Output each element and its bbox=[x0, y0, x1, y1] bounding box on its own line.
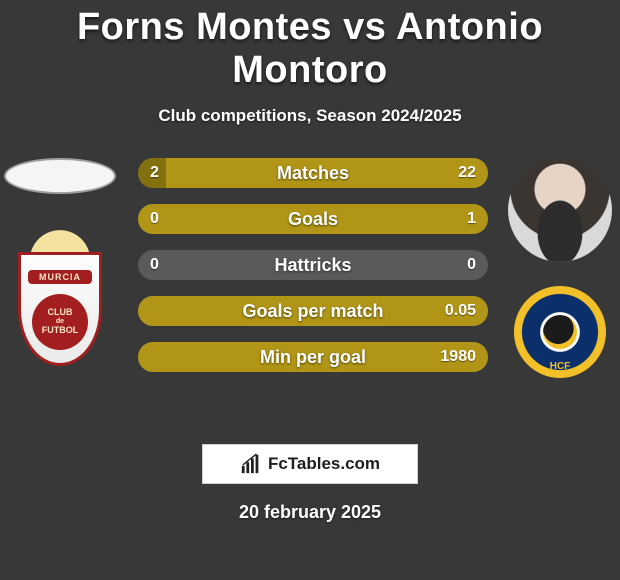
crest-inner-top: CLUB bbox=[32, 308, 88, 318]
bar-fill-right bbox=[138, 342, 488, 372]
brand-box: FcTables.com bbox=[202, 444, 418, 484]
bars-chart-icon bbox=[240, 453, 262, 475]
bar-fill-left bbox=[138, 158, 166, 188]
stat-bar-row: Min per goal1980 bbox=[138, 342, 488, 372]
crest-inner-bot: FUTBOL bbox=[32, 326, 88, 336]
crest-inner-text: CLUB de FUTBOL bbox=[32, 294, 88, 350]
stat-bar-row: Goals per match0.05 bbox=[138, 296, 488, 326]
stat-bar-row: Hattricks0 0 bbox=[138, 250, 488, 280]
crest-right-text: HCF bbox=[550, 361, 571, 372]
generated-date: 20 february 2025 bbox=[0, 502, 620, 523]
comparison-stage: MURCIA CLUB de FUTBOL HCF Matches222 Goal… bbox=[0, 158, 620, 418]
club-crest-right: HCF bbox=[514, 286, 606, 378]
left-player-column: MURCIA CLUB de FUTBOL bbox=[0, 158, 120, 372]
brand-text: FcTables.com bbox=[268, 454, 380, 474]
subtitle: Club competitions, Season 2024/2025 bbox=[0, 106, 620, 126]
bar-fill-right bbox=[138, 204, 488, 234]
bar-fill-right bbox=[166, 158, 488, 188]
crest-band-text: MURCIA bbox=[28, 270, 92, 284]
club-crest-left: MURCIA CLUB de FUTBOL bbox=[10, 222, 110, 372]
stat-bars: Matches222 Goals01 Hattricks0 0 Goals per ma… bbox=[138, 158, 488, 372]
page-title: Forns Montes vs Antonio Montoro bbox=[0, 0, 620, 92]
player-photo-right bbox=[508, 158, 612, 262]
right-player-column: HCF bbox=[500, 158, 620, 378]
bar-value-left: 0 bbox=[150, 250, 159, 280]
stat-bar-row: Matches222 bbox=[138, 158, 488, 188]
bar-fill-right bbox=[138, 296, 488, 326]
player-photo-placeholder-left bbox=[4, 158, 116, 194]
bar-label: Hattricks bbox=[138, 250, 488, 280]
bar-value-right: 0 bbox=[467, 250, 476, 280]
stat-bar-row: Goals01 bbox=[138, 204, 488, 234]
